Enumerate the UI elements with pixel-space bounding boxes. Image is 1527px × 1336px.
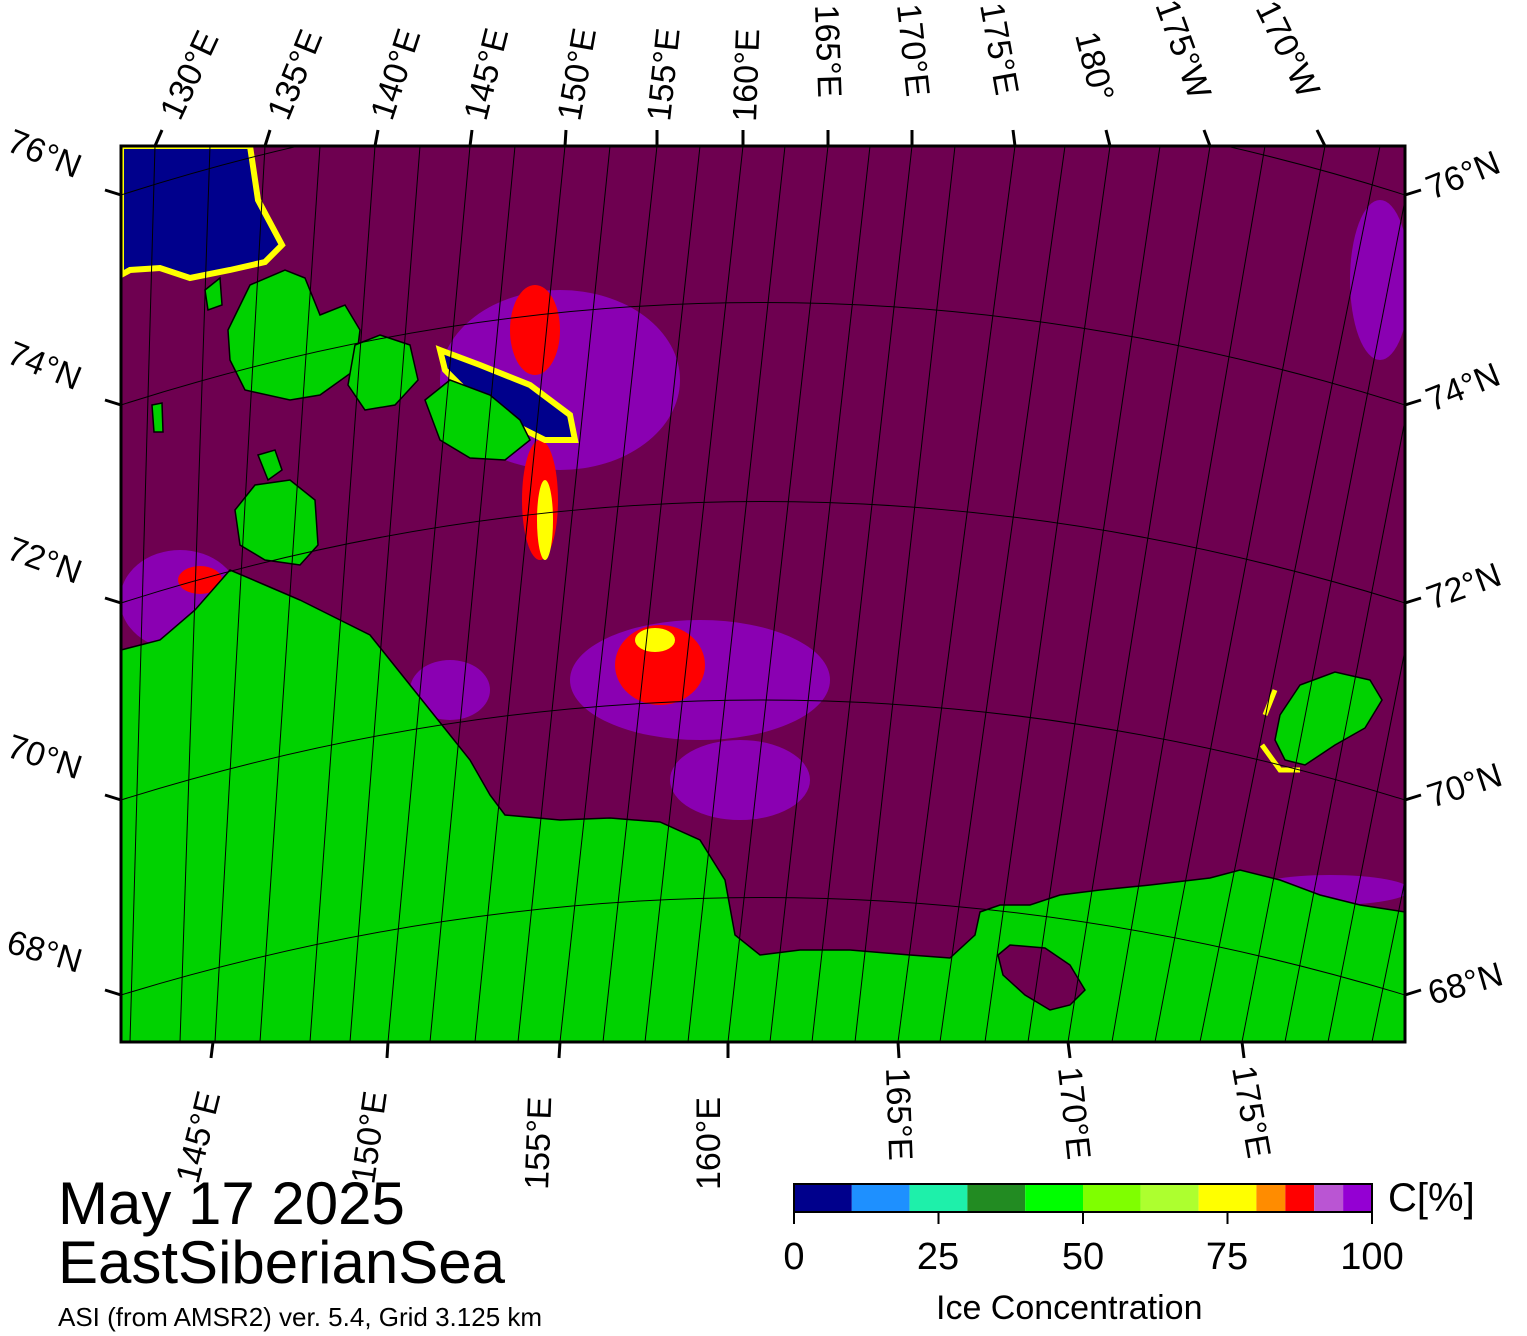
lat-label-left: 70°N bbox=[3, 727, 87, 787]
siberian-mainland bbox=[121, 569, 1405, 1042]
wrangel-island bbox=[1274, 671, 1383, 766]
lat-label-right: 76°N bbox=[1421, 144, 1506, 208]
colorbar-tick-label: 75 bbox=[1205, 1236, 1249, 1278]
new-siberian-islands bbox=[151, 269, 531, 566]
colorbar-segment bbox=[909, 1184, 968, 1212]
lon-label-top: 150°E bbox=[550, 25, 604, 123]
graticule-meridians bbox=[129, 146, 1405, 1042]
region-title: EastSiberianSea bbox=[58, 1229, 505, 1296]
colorbar-segment bbox=[967, 1184, 1026, 1212]
lat-label-left: 68°N bbox=[3, 923, 87, 980]
left-latitude-labels: 76°N 74°N 72°N 70°N 68°N bbox=[2, 122, 87, 980]
top-longitude-labels: 130°E 135°E 140°E 145°E 150°E 155°E 160°… bbox=[153, 0, 1327, 125]
product-line: ASI (from AMSR2) ver. 5.4, Grid 3.125 km bbox=[58, 1302, 543, 1332]
lon-label-top: 175°W bbox=[1147, 0, 1218, 104]
right-latitude-labels: 76°N 74°N 72°N 70°N 68°N bbox=[1421, 144, 1507, 1013]
graticule-parallels bbox=[121, 146, 1405, 996]
lat-label-right: 74°N bbox=[1421, 356, 1506, 420]
lon-label-bottom: 170°E bbox=[1050, 1065, 1098, 1161]
lat-label-right: 72°N bbox=[1422, 556, 1506, 618]
date-title: May 17 2025 bbox=[58, 1170, 405, 1237]
lon-label-top: 160°E bbox=[726, 28, 767, 122]
colorbar-segment bbox=[1256, 1184, 1286, 1212]
lat-label-left: 76°N bbox=[2, 122, 87, 186]
colorbar-segments bbox=[794, 1184, 1372, 1212]
colorbar-segment bbox=[1343, 1184, 1372, 1212]
lat-label-left: 74°N bbox=[2, 334, 87, 398]
colorbar-segment bbox=[1285, 1184, 1315, 1212]
lon-label-bottom: 160°E bbox=[690, 1097, 728, 1190]
colorbar-segment bbox=[1083, 1184, 1141, 1212]
lon-label-top: 130°E bbox=[153, 25, 227, 125]
lon-label-bottom: 165°E bbox=[878, 1067, 919, 1161]
colorbar-segment bbox=[1314, 1184, 1344, 1212]
lon-label-top: 180° bbox=[1067, 28, 1121, 105]
colorbar bbox=[793, 1183, 1373, 1224]
colorbar-ticks bbox=[793, 1212, 1373, 1224]
lat-label-left: 72°N bbox=[2, 530, 86, 592]
colorbar-tick-label: 100 bbox=[1340, 1236, 1404, 1278]
lon-label-top: 145°E bbox=[457, 24, 516, 123]
lon-label-top: 135°E bbox=[260, 25, 330, 125]
lat-label-right: 70°N bbox=[1423, 756, 1507, 816]
colorbar-title: Ice Concentration bbox=[936, 1289, 1203, 1327]
colorbar-segment bbox=[1140, 1184, 1199, 1212]
lon-label-bottom: 175°E bbox=[1224, 1063, 1278, 1161]
colorbar-tick-label: 50 bbox=[1061, 1236, 1105, 1278]
colorbar-tick-label: 25 bbox=[916, 1236, 960, 1278]
open-water-laptev bbox=[121, 146, 286, 282]
frame-ticks bbox=[104, 129, 1422, 1059]
lon-label-top: 175°E bbox=[972, 0, 1026, 98]
lon-label-top: 165°E bbox=[807, 4, 848, 98]
lon-label-top: 140°E bbox=[363, 24, 428, 124]
map-frame bbox=[119, 144, 1407, 1044]
lon-label-top: 155°E bbox=[640, 26, 688, 122]
colorbar-segment bbox=[851, 1184, 910, 1212]
colorbar-segment bbox=[1025, 1184, 1083, 1212]
chaun-bay bbox=[997, 944, 1086, 1011]
lon-label-top: 170°W bbox=[1248, 0, 1327, 104]
lat-label-right: 68°N bbox=[1424, 955, 1508, 1012]
colorbar-segment bbox=[794, 1184, 852, 1212]
colorbar-tick-label: 0 bbox=[783, 1236, 805, 1278]
colorbar-unit: C[%] bbox=[1388, 1176, 1475, 1220]
lon-label-top: 170°E bbox=[889, 2, 937, 98]
lon-label-bottom: 155°E bbox=[518, 1096, 559, 1190]
colorbar-segment bbox=[1198, 1184, 1257, 1212]
